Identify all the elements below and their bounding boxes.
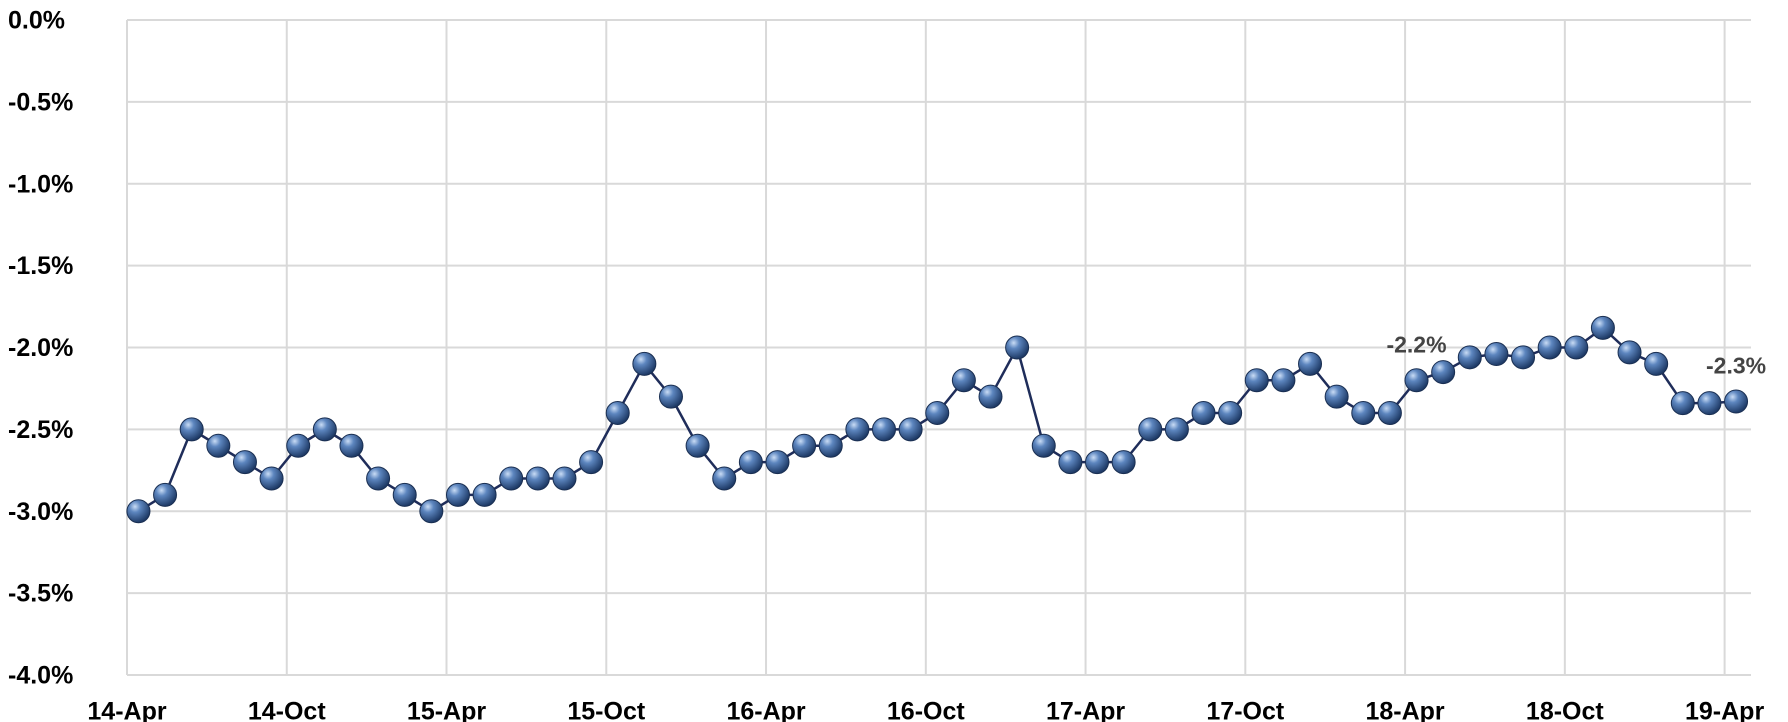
marker (1164, 417, 1189, 442)
marker (499, 466, 524, 491)
marker (525, 466, 550, 491)
x-tick-label: 14-Oct (248, 698, 326, 722)
marker (712, 466, 737, 491)
marker (1351, 401, 1376, 425)
y-tick-label: -3.5% (8, 580, 73, 608)
marker (765, 450, 790, 475)
marker (685, 433, 710, 458)
marker (206, 433, 231, 458)
y-tick-label: -1.5% (8, 252, 73, 280)
marker (339, 433, 364, 458)
y-tick-label: -4.0% (8, 662, 73, 690)
marker (1377, 401, 1402, 425)
marker (818, 433, 843, 458)
marker (312, 417, 337, 442)
marker (552, 466, 577, 491)
marker (925, 401, 950, 425)
marker (738, 450, 763, 475)
marker (126, 499, 151, 524)
marker (658, 384, 683, 409)
marker (1511, 345, 1536, 370)
marker (1244, 368, 1269, 393)
marker (472, 482, 497, 507)
marker (1697, 391, 1722, 416)
marker (1271, 368, 1296, 393)
x-tick-label: 18-Oct (1526, 698, 1604, 722)
x-tick-label: 15-Oct (567, 698, 645, 722)
x-tick-label: 16-Oct (887, 698, 965, 722)
marker (1644, 351, 1669, 376)
x-tick-label: 18-Apr (1365, 698, 1444, 722)
marker (1324, 384, 1349, 409)
marker (1617, 340, 1642, 365)
x-tick-label: 16-Apr (726, 698, 805, 722)
marker (1138, 417, 1163, 442)
data-label: -2.2% (1386, 331, 1446, 357)
marker (1111, 450, 1136, 475)
marker (1085, 450, 1110, 475)
x-tick-label: 17-Apr (1046, 698, 1125, 722)
marker (1218, 401, 1243, 425)
x-tick-label: 17-Oct (1206, 698, 1284, 722)
marker (1191, 401, 1216, 425)
marker (792, 433, 817, 458)
marker (951, 368, 976, 393)
marker (445, 482, 470, 507)
y-tick-label: -2.0% (8, 334, 73, 362)
marker (1590, 315, 1615, 340)
marker (259, 466, 284, 491)
marker (579, 450, 604, 475)
marker (1537, 335, 1562, 360)
marker (1457, 345, 1482, 370)
marker (179, 417, 204, 442)
marker (232, 450, 257, 475)
marker (1564, 335, 1589, 360)
marker (419, 499, 444, 524)
y-tick-label: 0.0% (8, 7, 65, 35)
y-tick-label: -3.0% (8, 498, 73, 526)
marker (1431, 360, 1456, 385)
marker (1005, 335, 1030, 360)
marker (1670, 391, 1695, 416)
marker (1058, 450, 1083, 475)
marker (1031, 433, 1056, 458)
marker (978, 384, 1003, 409)
x-tick-label: 15-Apr (407, 698, 486, 722)
marker (1484, 342, 1509, 367)
data-label: -2.3% (1706, 353, 1766, 379)
marker (286, 433, 311, 458)
marker (871, 417, 896, 442)
x-tick-label: 19-Apr (1685, 698, 1764, 722)
marker (605, 401, 630, 425)
marker (1298, 351, 1323, 376)
marker (392, 482, 417, 507)
marker (845, 417, 870, 442)
y-tick-label: -2.5% (8, 416, 73, 444)
marker (632, 351, 657, 376)
marker (1404, 368, 1429, 393)
marker (1724, 389, 1749, 414)
marker (153, 482, 178, 507)
marker (898, 417, 923, 442)
y-tick-label: -0.5% (8, 88, 73, 116)
y-tick-label: -1.0% (8, 170, 73, 198)
x-tick-label: 14-Apr (87, 698, 166, 722)
marker (366, 466, 391, 491)
